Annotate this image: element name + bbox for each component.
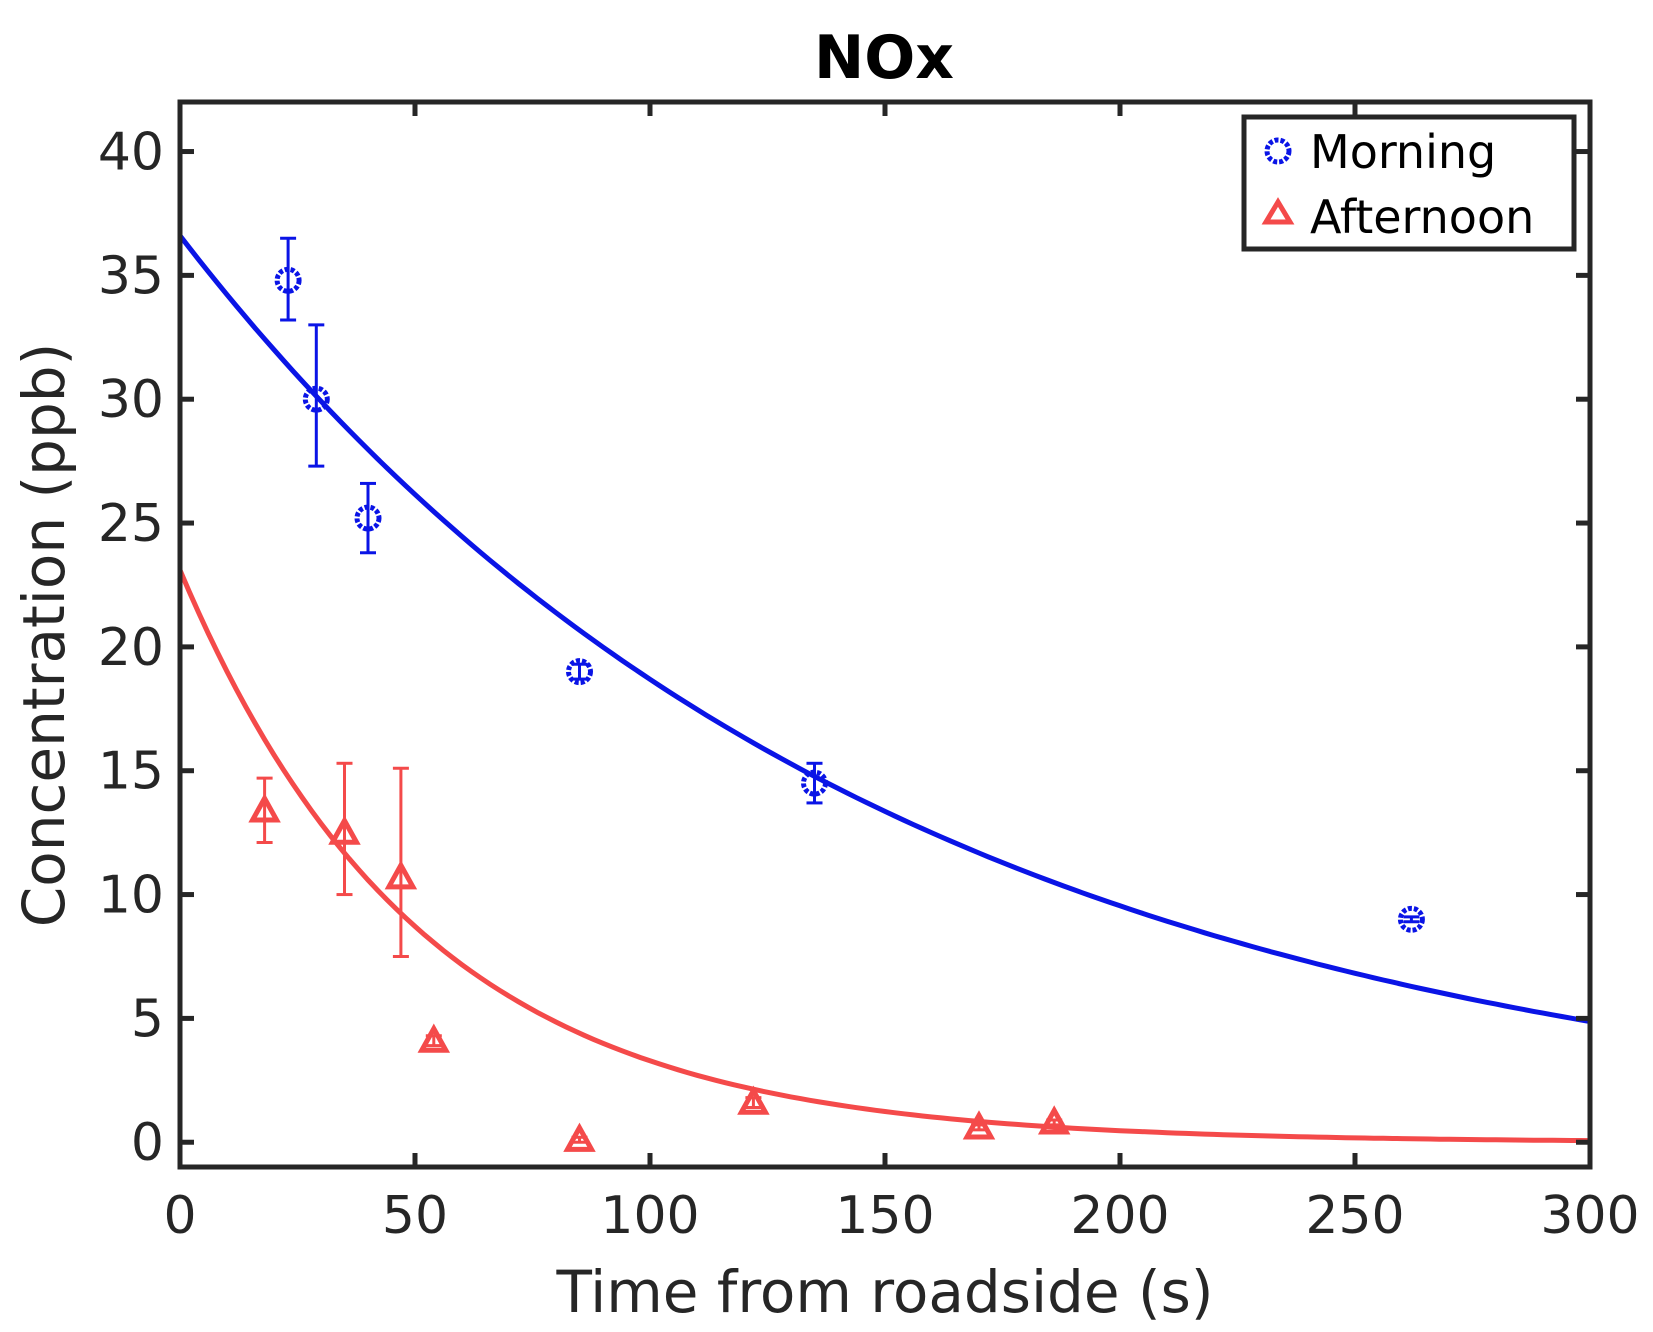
y-tick-label: 30 bbox=[98, 370, 164, 430]
y-tick-label: 5 bbox=[131, 989, 164, 1049]
afternoon-data-point bbox=[563, 1122, 596, 1152]
morning-marker bbox=[302, 385, 330, 413]
morning-marker bbox=[801, 769, 828, 797]
y-tick-label: 25 bbox=[98, 494, 164, 554]
legend-morning-marker bbox=[1264, 137, 1292, 165]
chart-title: NOx bbox=[814, 23, 954, 93]
afternoon-marker bbox=[1037, 1105, 1071, 1135]
legend: Morning Afternoon bbox=[1241, 114, 1577, 252]
x-tick-label: 0 bbox=[163, 1186, 196, 1246]
afternoon-data-point bbox=[737, 1085, 770, 1115]
y-tick-label: 20 bbox=[98, 618, 164, 678]
morning-marker bbox=[274, 266, 302, 294]
fit-curves bbox=[177, 234, 1591, 1144]
afternoon-marker bbox=[328, 815, 361, 845]
legend-afternoon-marker bbox=[1261, 197, 1295, 225]
afternoon-fit-line bbox=[177, 569, 1591, 1144]
morning-marker bbox=[354, 504, 382, 532]
x-tick-label: 50 bbox=[382, 1186, 448, 1246]
morning-data-point bbox=[801, 761, 828, 805]
x-tick-label: 300 bbox=[1540, 1186, 1639, 1246]
x-tick-label: 150 bbox=[835, 1186, 934, 1246]
y-tick-label: 0 bbox=[131, 1113, 164, 1173]
morning-data-point bbox=[302, 323, 330, 468]
afternoon-marker bbox=[962, 1110, 996, 1140]
y-axis-ticks: 0 5 10 15 20 25 30 35 40 bbox=[98, 123, 1590, 1173]
afternoon-data-point bbox=[248, 776, 281, 845]
afternoon-data-point bbox=[1037, 1105, 1071, 1135]
y-tick-label: 40 bbox=[98, 123, 164, 183]
y-tick-label: 10 bbox=[98, 866, 164, 926]
legend-morning-label: Morning bbox=[1310, 125, 1496, 179]
afternoon-marker bbox=[248, 793, 281, 823]
morning-data-point bbox=[274, 236, 302, 322]
y-tick-label: 15 bbox=[98, 742, 164, 802]
afternoon-data-point bbox=[328, 761, 361, 897]
x-axis-label: Time from roadside (s) bbox=[556, 1258, 1214, 1326]
afternoon-data-point bbox=[417, 1023, 451, 1053]
plot-frame bbox=[177, 99, 1593, 1170]
afternoon-marker bbox=[563, 1122, 596, 1152]
afternoon-data-point bbox=[384, 766, 418, 958]
x-tick-label: 100 bbox=[600, 1186, 699, 1246]
afternoon-marker bbox=[417, 1023, 451, 1053]
x-tick-label: 250 bbox=[1305, 1186, 1404, 1246]
legend-box bbox=[1241, 114, 1577, 252]
morning-data-point bbox=[354, 481, 382, 555]
afternoon-marker bbox=[737, 1085, 770, 1115]
legend-afternoon-label: Afternoon bbox=[1310, 190, 1534, 244]
y-tick-label: 35 bbox=[98, 246, 164, 306]
morning-marker bbox=[566, 658, 593, 686]
x-tick-label: 200 bbox=[1070, 1186, 1169, 1246]
afternoon-marker bbox=[384, 860, 418, 890]
morning-data-point bbox=[566, 658, 593, 686]
morning-fit-line bbox=[178, 234, 1591, 1024]
x-axis-ticks: 0 50 100 150 200 250 300 bbox=[163, 102, 1640, 1246]
morning-marker bbox=[1397, 905, 1425, 933]
afternoon-data-point bbox=[962, 1110, 996, 1140]
morning-data-point bbox=[1397, 905, 1425, 933]
data-points bbox=[248, 236, 1425, 1152]
y-axis-label: Concentration (ppb) bbox=[10, 343, 78, 927]
